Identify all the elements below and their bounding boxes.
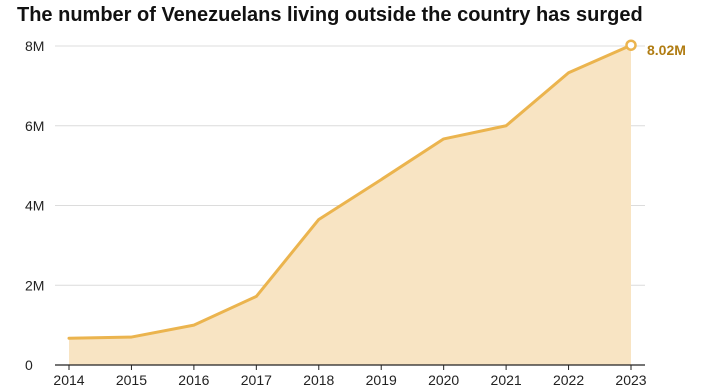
y-tick-label: 2M <box>25 277 44 293</box>
x-tick-label: 2018 <box>303 372 334 388</box>
x-tick-label: 2023 <box>615 372 646 388</box>
end-point-marker <box>625 39 637 51</box>
series-line <box>67 43 633 340</box>
y-tick-label: 4M <box>25 198 44 214</box>
y-tick-label: 6M <box>25 118 44 134</box>
end-value-label: 8.02M <box>647 42 686 58</box>
x-tick-label: 2014 <box>53 372 84 388</box>
x-tick-label: 2020 <box>428 372 459 388</box>
area-fill <box>69 45 631 365</box>
y-tick-label: 8M <box>25 38 44 54</box>
x-tick-label: 2022 <box>553 372 584 388</box>
x-tick-label: 2016 <box>178 372 209 388</box>
x-tick-label: 2019 <box>366 372 397 388</box>
x-tick-label: 2017 <box>241 372 272 388</box>
chart-title: The number of Venezuelans living outside… <box>17 4 643 26</box>
x-tick-label: 2021 <box>491 372 522 388</box>
x-tick-label: 2015 <box>116 372 147 388</box>
y-tick-label: 0 <box>25 357 33 373</box>
